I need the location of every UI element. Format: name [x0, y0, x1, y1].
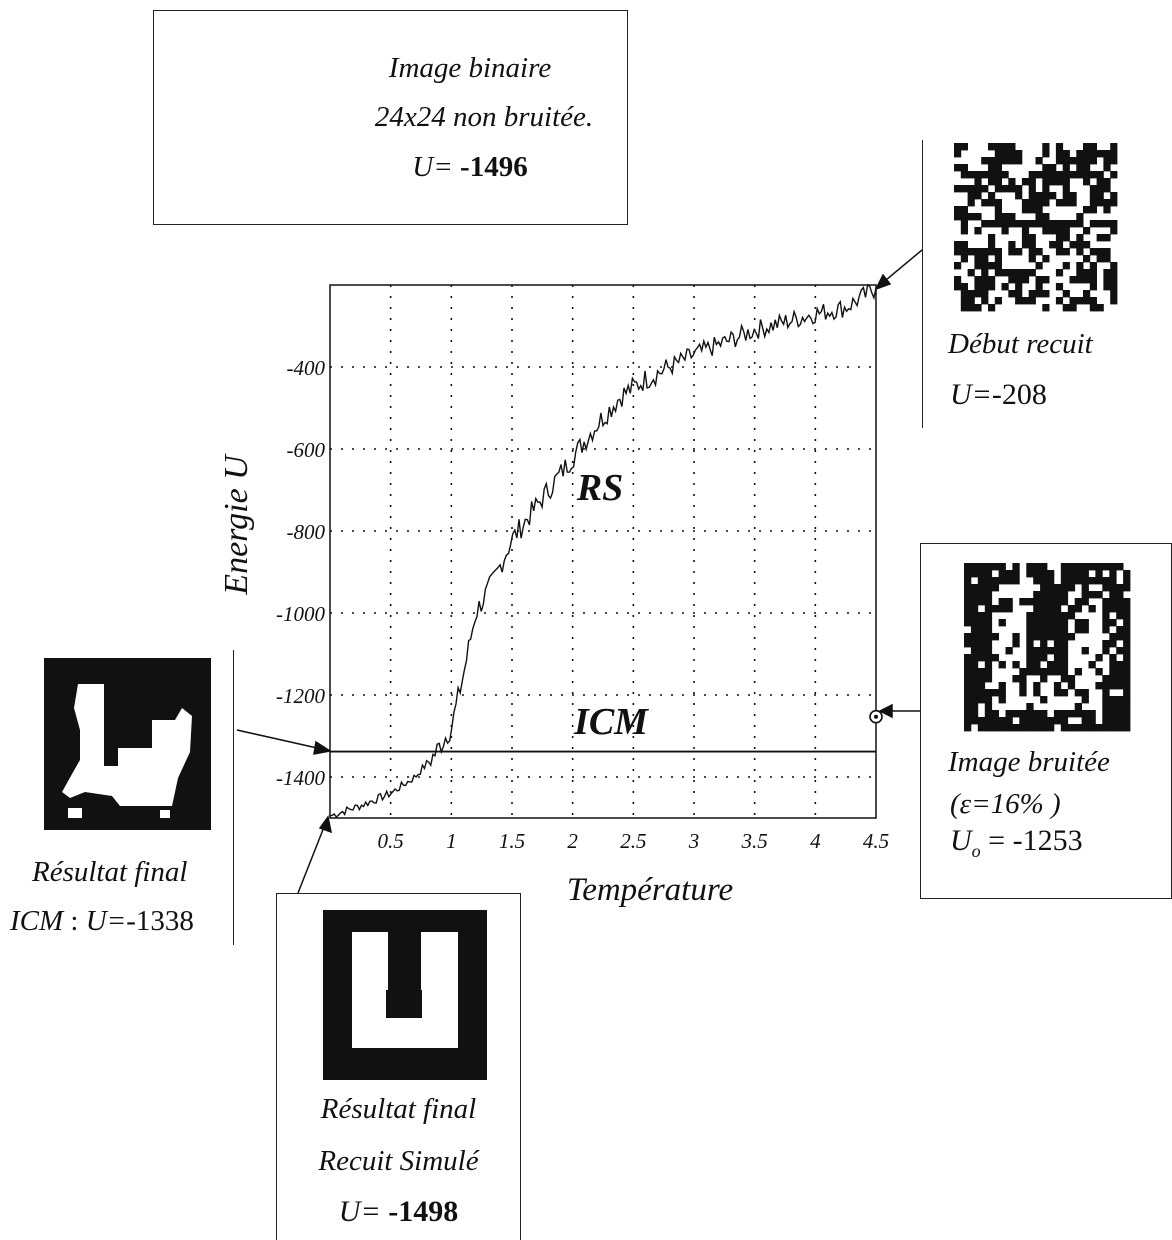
energy-value: -208 [991, 378, 1047, 411]
x-tick-label: 1.5 [499, 829, 525, 853]
x-tick-label: 4.5 [863, 829, 889, 853]
arrow-head-rs [318, 815, 332, 834]
clean-image-caption-line2: 24x24 non bruitée. [374, 101, 594, 133]
y-tick-labels: -400 -600 -800 -1000 -1200 -1400 [276, 356, 325, 790]
icm-label: ICM [10, 905, 64, 937]
rs-result-energy: U= -1498 [276, 1197, 521, 1227]
clean-image-caption-line1: Image binaire [388, 52, 552, 84]
noisy-start-marker [869, 709, 883, 724]
y-tick-label: -800 [287, 520, 326, 544]
x-tick-labels: 0.5 1 1.5 2 2.5 3 3.5 4 4.5 [378, 829, 890, 853]
y-tick-label: -1000 [276, 602, 325, 626]
energy-value: = -1253 [980, 824, 1083, 857]
start-energy: U=-208 [950, 380, 1047, 410]
energy-label: U= [412, 151, 453, 183]
x-tick-label: 3.5 [741, 829, 768, 853]
noisy-caption-line2: (ε=16% ) [950, 788, 1061, 820]
rs-series-line [329, 283, 877, 819]
energy-label: U [950, 824, 972, 857]
x-tick-label: 3 [688, 829, 700, 853]
y-tick-label: -400 [287, 356, 326, 380]
energy-label: U= [950, 378, 992, 411]
rs-result-caption-line2: Recuit Simulé [318, 1145, 479, 1177]
icm-result-caption: Résultat final [32, 856, 188, 888]
noisy-caption-line1: Image bruitée [948, 746, 1110, 778]
icm-result-divider [233, 650, 234, 945]
y-tick-label: -600 [287, 438, 326, 462]
icm-result-thumbnail [44, 658, 211, 830]
energy-value: -1498 [388, 1195, 459, 1228]
noisy-image-thumbnail [964, 563, 1131, 732]
energy-label: U= [338, 1195, 381, 1228]
grid [330, 285, 876, 818]
energy-value: -1338 [126, 905, 194, 937]
x-axis-label: Température [567, 872, 733, 908]
x-tick-label: 2 [567, 829, 578, 853]
rs-result-box [276, 893, 521, 1240]
rs-annotation: RS [576, 467, 623, 509]
rs-line [329, 283, 877, 819]
arrow-rs-result [297, 821, 327, 894]
rs-result-thumbnail [323, 910, 487, 1080]
y-tick-label: -1200 [276, 684, 325, 708]
plot-frame [329, 284, 877, 819]
arrow-head-start [874, 273, 892, 291]
pointer-arrows [236, 249, 923, 894]
start-divider [922, 140, 923, 428]
icm-annotation: ICM [573, 701, 649, 743]
energy-value: -1496 [460, 151, 528, 183]
x-tick-label: 0.5 [378, 829, 404, 853]
noisy-energy: Uo = -1253 [950, 824, 1083, 861]
energy-label: U= [85, 905, 127, 937]
x-tick-label: 4 [810, 829, 821, 853]
clean-image-box [153, 10, 628, 225]
arrow-head-icm [313, 740, 332, 755]
energy-subscript: o [971, 841, 981, 861]
arrow-icm-result [236, 729, 327, 751]
y-axis-label: Energie U [218, 453, 255, 596]
start-noise-thumbnail [954, 143, 1118, 312]
arrow-head-noisy [878, 703, 893, 719]
x-tick-label: 2.5 [620, 829, 646, 853]
clean-image-energy: U= -1496 [360, 153, 580, 182]
marker-point-dot [874, 714, 878, 719]
start-caption: Début recuit [948, 328, 1093, 360]
rs-result-caption-line1: Résultat final [320, 1093, 477, 1125]
x-tick-label: 1 [446, 829, 457, 853]
y-tick-label: -1400 [276, 766, 325, 790]
icm-result-energy: ICM : U=-1338 [10, 905, 194, 937]
